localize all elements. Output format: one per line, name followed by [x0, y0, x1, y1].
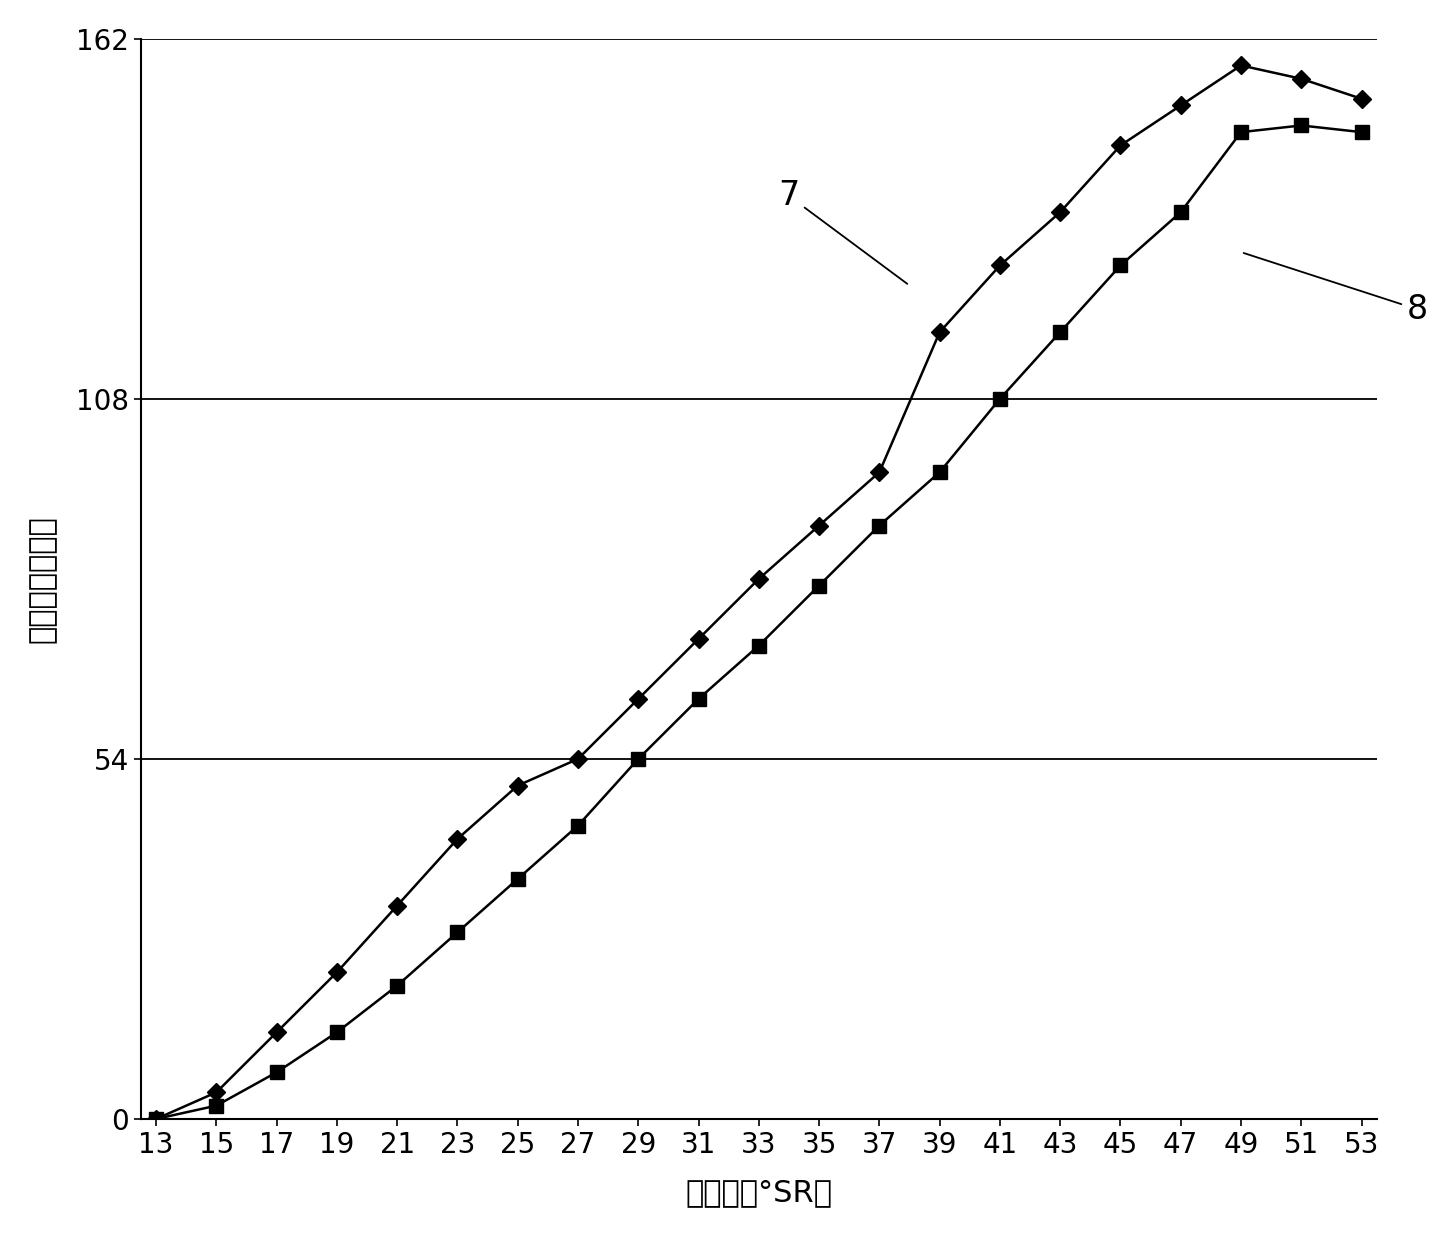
Text: 7: 7 — [779, 179, 907, 284]
Y-axis label: 耐折次数（次）: 耐折次数（次） — [28, 515, 57, 642]
Text: 8: 8 — [1244, 253, 1428, 326]
X-axis label: 打浆度（°SR）: 打浆度（°SR） — [686, 1178, 833, 1208]
